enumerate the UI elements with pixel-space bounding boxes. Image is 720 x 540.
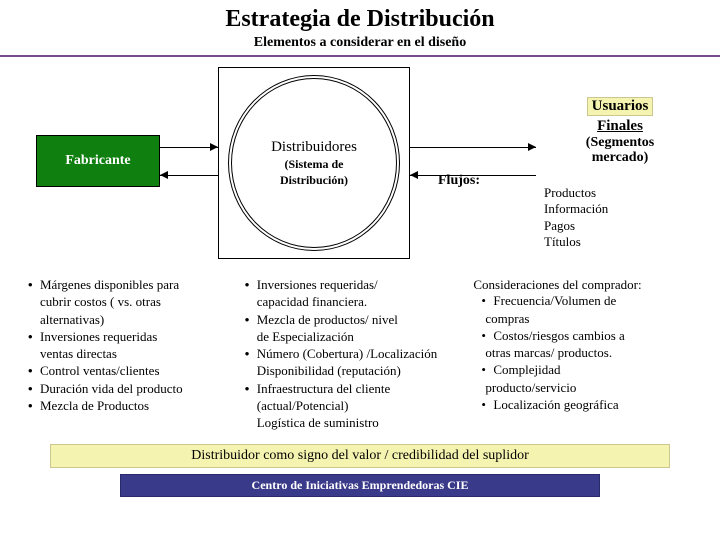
page-subtitle: Elementos a considerar en el diseño xyxy=(0,35,720,51)
usuarios-node: Usuarios Finales (Segmentos mercado) xyxy=(540,97,700,166)
list-item: de Especialización xyxy=(245,329,466,345)
footer-bar: Centro de Iniciativas Emprendedoras CIE xyxy=(120,474,600,497)
usuarios-finales: Finales xyxy=(540,118,700,135)
arrowhead-icon xyxy=(410,171,418,179)
list-item: Localización geográfica xyxy=(473,397,704,413)
list-item: Complejidad xyxy=(473,362,704,378)
flujos-item: Información xyxy=(544,201,608,217)
list-item: cubrir costos ( vs. otras xyxy=(28,294,237,310)
column-fabricante: Márgenes disponibles paracubrir costos (… xyxy=(28,277,237,432)
flujos-item: Productos xyxy=(544,185,608,201)
list-item: otras marcas/ productos. xyxy=(473,345,704,361)
page-title: Estrategia de Distribución xyxy=(0,6,720,33)
diagram-area: Fabricante Distribuidores (Sistema de Di… xyxy=(0,67,720,277)
usuarios-seg1: (Segmentos xyxy=(540,135,700,150)
fabricante-node: Fabricante xyxy=(36,135,160,187)
usuarios-title: Usuarios xyxy=(587,97,654,116)
header: Estrategia de Distribución Elementos a c… xyxy=(0,0,720,51)
list-item: Control ventas/clientes xyxy=(28,363,237,379)
list-item: ventas directas xyxy=(28,346,237,362)
list-item: producto/servicio xyxy=(473,380,704,396)
list-item: capacidad financiera. xyxy=(245,294,466,310)
arrowhead-icon xyxy=(160,171,168,179)
list-item: Costos/riesgos cambios a xyxy=(473,328,704,344)
columns-area: Márgenes disponibles paracubrir costos (… xyxy=(0,277,720,438)
list-item: Márgenes disponibles para xyxy=(28,277,237,293)
fabricante-label: Fabricante xyxy=(65,153,130,169)
usuarios-seg2: mercado) xyxy=(540,150,700,165)
list-item: Inversiones requeridas/ xyxy=(245,277,466,293)
list-item: (actual/Potencial) xyxy=(245,398,466,414)
arrow-dist-fab-bot xyxy=(160,175,218,176)
column-distribuidores: Inversiones requeridas/capacidad financi… xyxy=(245,277,466,432)
list-item: Disponibilidad (reputación) xyxy=(245,363,466,379)
distribuidores-sub1: (Sistema de xyxy=(285,158,344,171)
list-item: alternativas) xyxy=(28,312,237,328)
list-item: Frecuencia/Volumen de xyxy=(473,293,704,309)
list-item: Duración vida del producto xyxy=(28,381,237,397)
list-item: Mezcla de productos/ nivel xyxy=(245,312,466,328)
distribuidores-sub2: Distribución) xyxy=(280,174,348,187)
arrowhead-icon xyxy=(528,143,536,151)
list-item: Infraestructura del cliente xyxy=(245,381,466,397)
flujos-item: Pagos xyxy=(544,218,608,234)
col3-lead: Consideraciones del comprador: xyxy=(473,277,704,293)
list-item: Número (Cobertura) /Localización xyxy=(245,346,466,362)
list-item: Mezcla de Productos xyxy=(28,398,237,414)
flujos-list: Productos Información Pagos Títulos xyxy=(544,185,608,250)
flujos-item: Títulos xyxy=(544,234,608,250)
arrow-dist-usr-top xyxy=(410,147,536,148)
list-item: Logística de suministro xyxy=(245,415,466,431)
flujos-label: Flujos: xyxy=(438,173,480,189)
arrowhead-icon xyxy=(210,143,218,151)
column-usuarios: Consideraciones del comprador: Frecuenci… xyxy=(473,277,704,432)
distribuidores-title: Distribuidores xyxy=(271,139,357,156)
list-item: compras xyxy=(473,311,704,327)
credibility-bar: Distribuidor como signo del valor / cred… xyxy=(50,444,670,468)
list-item: Inversiones requeridas xyxy=(28,329,237,345)
title-divider xyxy=(0,55,720,57)
distribuidores-node: Distribuidores (Sistema de Distribución) xyxy=(228,75,400,251)
